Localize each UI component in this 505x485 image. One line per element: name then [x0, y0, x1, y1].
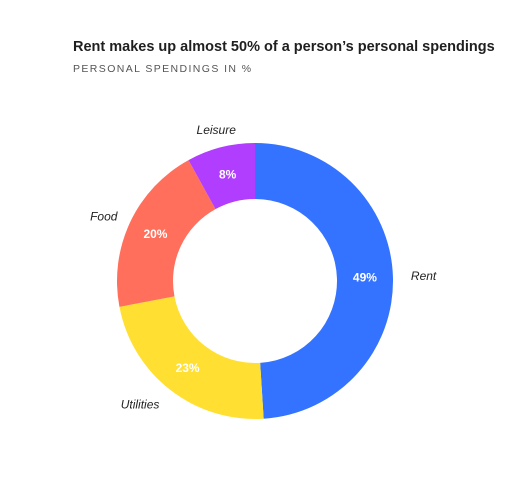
slice-utilities: [119, 296, 264, 419]
category-label-leisure: Leisure: [197, 123, 237, 137]
chart-title: Rent makes up almost 50% of a person’s p…: [73, 39, 495, 55]
value-label-rent: 49%: [353, 271, 377, 285]
category-label-utilities: Utilities: [121, 397, 160, 411]
value-label-utilities: 23%: [176, 361, 200, 375]
category-label-rent: Rent: [411, 269, 437, 283]
chart-subtitle: PERSONAL SPENDINGS IN %: [73, 63, 253, 75]
donut-labels: 49% Rent 23% Utilities 20% Food 8% Leisure: [90, 123, 437, 411]
value-label-leisure: 8%: [219, 167, 237, 181]
value-label-food: 20%: [143, 227, 167, 241]
slice-rent: [255, 143, 393, 419]
slice-food: [117, 160, 216, 307]
slice-leisure: [188, 143, 255, 210]
category-label-food: Food: [90, 209, 118, 223]
donut-slices: [117, 143, 393, 419]
